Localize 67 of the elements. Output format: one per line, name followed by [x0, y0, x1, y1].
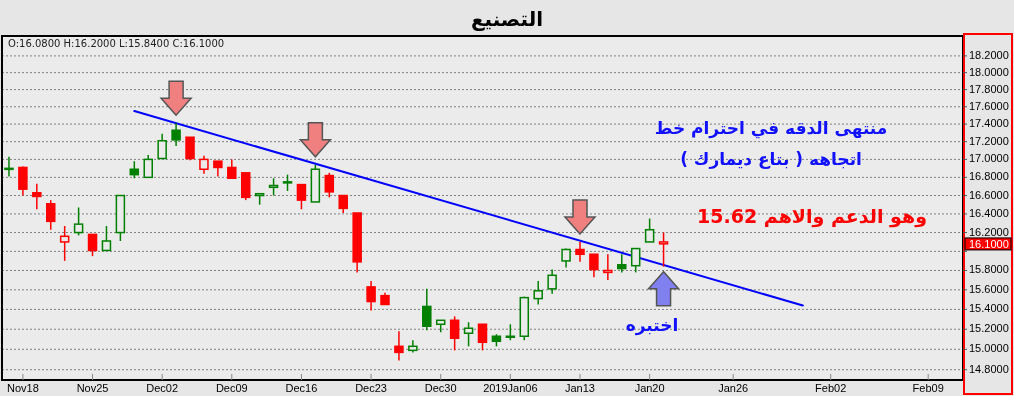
candlestick: [394, 330, 404, 362]
candlestick: [463, 321, 474, 348]
x-tick-label: Dec23: [355, 382, 387, 394]
y-tick-label: 15.2000: [969, 322, 1009, 335]
candlestick: [630, 247, 641, 274]
y-tick-label: 15.6000: [969, 282, 1009, 295]
y-tick-label: 16.4000: [969, 206, 1009, 219]
candlestick: [46, 199, 56, 231]
candlestick: [575, 241, 585, 263]
candlestick: [296, 183, 307, 211]
x-tick-label: Jan13: [565, 382, 595, 394]
text: 16.1000: [969, 237, 1009, 250]
candlestick: [603, 253, 613, 281]
annotation: وهو الدعم والاهم 15.62: [697, 205, 927, 228]
x-tick-label: Dec02: [146, 382, 179, 394]
candlestick: [617, 253, 627, 274]
annotation: O:16.0800 H:16.2000 L:15.8400 C:16.1000: [8, 38, 225, 49]
candlestick: [185, 136, 195, 162]
x-tick-label: Dec16: [285, 382, 318, 394]
x-tick-label: Jan20: [634, 382, 665, 394]
x-tick-label: Jan26: [718, 382, 749, 394]
y-tick-label: 17.2000: [969, 134, 1009, 147]
y-tick-label: 18.0000: [969, 65, 1009, 78]
y-tick-label: 15.4000: [969, 302, 1009, 315]
candlestick: [547, 268, 557, 295]
candlestick: [589, 253, 599, 278]
candlestick: [366, 280, 376, 312]
candlestick: [658, 231, 669, 268]
y-tick-label: 17.6000: [969, 99, 1009, 112]
y-tick-label: 16.8000: [969, 170, 1009, 183]
y-tick-label: 16.2000: [969, 225, 1009, 238]
annotation: اختبره: [625, 315, 679, 336]
candlestick: [171, 122, 181, 147]
candlestick: [59, 225, 70, 262]
x-tick-label: Nov25: [76, 382, 109, 394]
candlestick: [18, 165, 28, 197]
annotation: اتجاهه ( بتاع ديمارك ): [680, 149, 862, 169]
y-tick-label: 17.0000: [969, 152, 1009, 165]
chart-title: التصنيع: [470, 7, 544, 31]
x-tick-label: Feb02: [815, 382, 847, 394]
y-tick-label: 17.8000: [969, 82, 1009, 95]
candlestick: [227, 158, 237, 180]
candlestick: [644, 217, 655, 243]
y-tick-label: 17.4000: [969, 117, 1009, 130]
x-tick-label: Nov18: [6, 382, 39, 394]
candlestick: [4, 155, 14, 178]
candlestick: [73, 206, 84, 237]
x-tick-label: Feb09: [912, 382, 944, 394]
y-tick-label: 14.8000: [969, 362, 1009, 375]
annotation: منتهى الدقه في احترام خط: [654, 118, 888, 139]
candlestick: [101, 225, 112, 252]
y-tick-label: 18.2000: [969, 48, 1009, 61]
y-tick-label: 16.6000: [969, 188, 1009, 201]
candlestick: [477, 323, 488, 352]
candlestick: [87, 233, 98, 257]
candlestick: [32, 182, 42, 211]
x-tick-label: Dec30: [424, 382, 457, 394]
candlestick: [143, 154, 153, 179]
x-tick-label: 2019Jan06: [483, 382, 538, 394]
x-tick-label: Dec09: [215, 382, 248, 394]
y-tick-label: 15.8000: [969, 263, 1009, 276]
candlestick: [324, 172, 335, 199]
candlestick: [157, 132, 167, 160]
candlestick: [422, 288, 432, 331]
y-tick-label: 15.0000: [969, 342, 1009, 355]
candlestick: [533, 280, 543, 306]
candlestick: [449, 315, 460, 352]
